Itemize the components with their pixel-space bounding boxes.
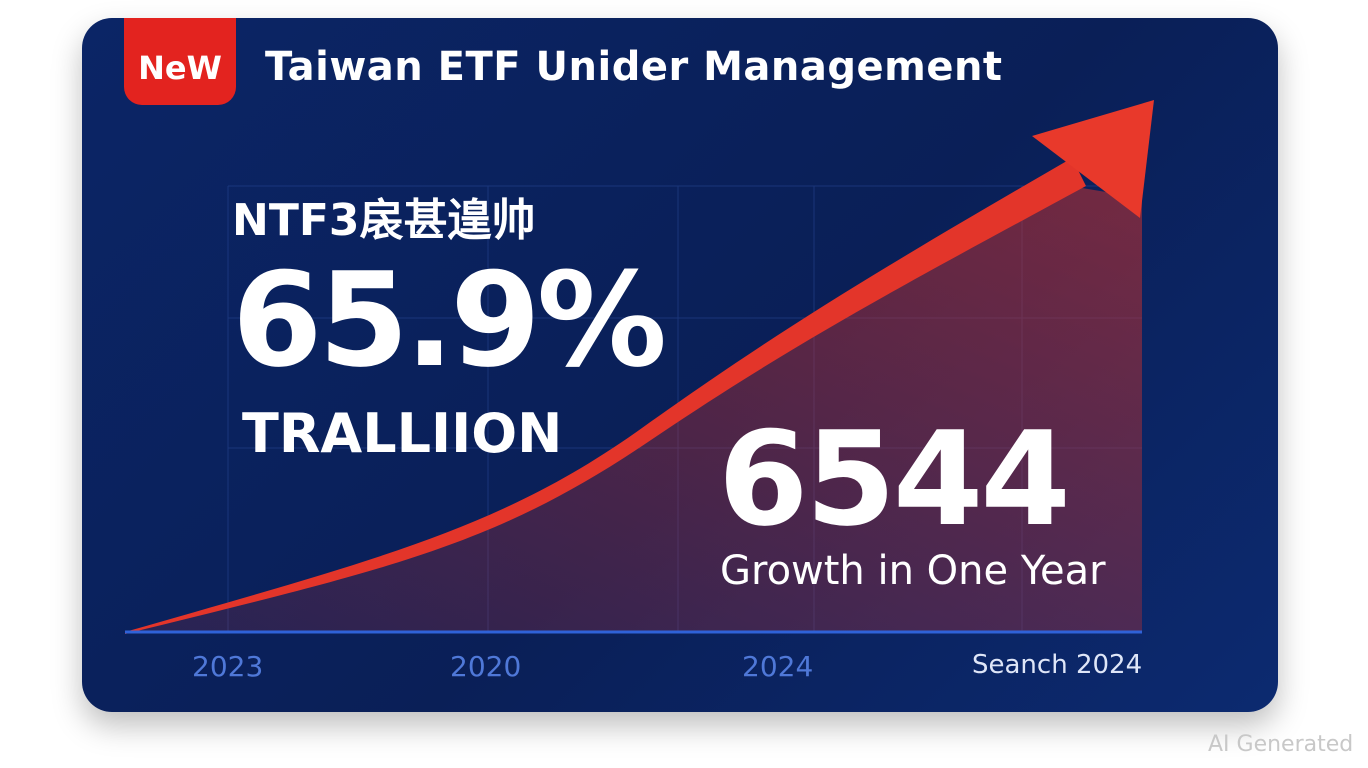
axis-label: 2024 <box>742 650 814 683</box>
badge: NeW <box>124 18 236 105</box>
title: Taiwan ETF Unider Management <box>265 44 1003 90</box>
arrow-head <box>1032 100 1154 218</box>
card: NeW Taiwan ETF Unider Management NTF3扆甚遑… <box>82 18 1278 712</box>
axis-label: 2020 <box>450 650 522 683</box>
figure-caption: Growth in One Year <box>720 548 1106 594</box>
subtitle: NTF3扆甚遑帅 <box>232 195 536 246</box>
watermark: AI Generated <box>1208 732 1354 757</box>
headline: 65.9% <box>232 244 667 396</box>
axis-label: Seanch 2024 <box>972 650 1143 680</box>
axis-label: 2023 <box>192 650 264 683</box>
area <box>125 188 1142 632</box>
headline-unit: TRALLIION <box>242 402 563 465</box>
figure: 6544 <box>718 403 1071 555</box>
growth-graphic <box>125 100 1154 634</box>
